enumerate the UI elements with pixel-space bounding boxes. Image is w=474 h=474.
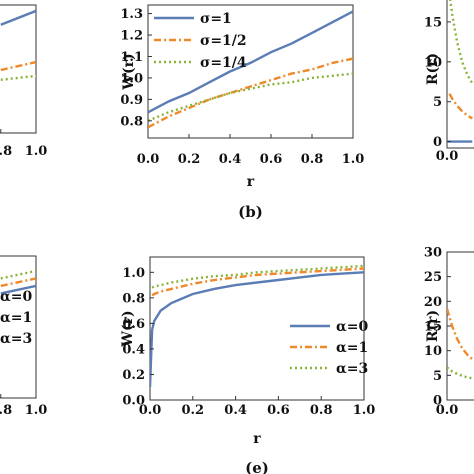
x-tick-label-e-1: 0.2: [181, 403, 204, 418]
series-line-d-0: [0, 284, 36, 295]
x-tick-label-a-1: 1.0: [25, 144, 48, 159]
series-line-e-0: [150, 271, 364, 388]
x-axis-label-e: r: [253, 431, 261, 447]
series-group-d: [0, 269, 36, 295]
series-group-b: [148, 10, 353, 129]
y-tick-label-b-5: 1.3: [120, 7, 143, 22]
y-tick-label-f-5: 25: [424, 270, 442, 285]
series-line-c-2: [449, 0, 474, 85]
y-axis-label-c: R(r): [425, 53, 441, 85]
y-tick-label-e-5: 1.0: [122, 266, 145, 281]
y-tick-label-c-3: 15: [424, 15, 442, 30]
plot-frame-c: [446, 0, 474, 149]
panel-c: 0.00 5 10 15 R(r): [424, 0, 474, 164]
y-tick-label-f-2: 10: [424, 344, 442, 359]
x-tick-label-b-5: 1.0: [342, 152, 365, 167]
legend-label-b-0: σ=1: [200, 11, 232, 27]
legend-label-e-2: α=3: [336, 361, 368, 377]
series-line-d-2: [0, 269, 36, 280]
y-tick-label-e-1: 0.2: [122, 368, 145, 383]
series-line-c-1: [448, 93, 473, 120]
series-line-d-1: [0, 277, 36, 288]
series-line-f-0: [447, 308, 474, 362]
legend-label-b-1: σ=1/2: [200, 33, 247, 49]
y-tick-label-b-1: 0.9: [120, 93, 143, 108]
legend-d: α=0 α=1 α=3: [0, 289, 33, 347]
y-tick-label-f-3: 15: [424, 320, 442, 335]
y-tick-label-f-4: 20: [424, 295, 442, 310]
y-tick-label-e-0: 0.0: [122, 394, 145, 409]
y-tick-label-f-0: 0: [433, 394, 442, 409]
plot-frame-e: [149, 256, 365, 401]
y-axis-label-e: W(r): [120, 310, 136, 347]
y-tick-label-c-1: 5: [433, 95, 442, 110]
y-tick-label-f-1: 5: [433, 369, 442, 384]
legend-label-b-2: σ=1/4: [200, 55, 247, 71]
panel-f: 0.00 5 10 15 20 25 30 R(r): [424, 246, 474, 418]
legend-label-e-1: α=1: [336, 340, 368, 356]
series-line-a-0: [0, 9, 36, 26]
x-tick-label-b-0: 0.0: [137, 152, 160, 167]
plot-frame-a: [0, 4, 37, 134]
x-tick-label-f-0: 0.0: [436, 403, 459, 418]
y-tick-label-b-3: 1.1: [120, 50, 143, 65]
series-group-e: [150, 264, 364, 388]
legend-label-d-1: α=1: [0, 310, 32, 326]
y-tick-label-c-2: 10: [424, 55, 442, 70]
plot-frame-b: [147, 4, 354, 139]
x-tick-label-b-4: 0.8: [301, 152, 324, 167]
series-line-e-2: [151, 264, 364, 289]
panel-caption-e: (e): [245, 459, 269, 474]
x-tick-label-b-2: 0.4: [219, 152, 242, 167]
legend-label-d-2: α=3: [0, 331, 32, 347]
panel-e: 0.0 0.2 0.4 0.6 0.8 1.0 0.0 0.2 0.4 0.6 0.8 1.0 W(r)…: [120, 256, 376, 474]
x-tick-label-c-0: 0.0: [436, 149, 459, 164]
legend-b: σ=1 σ=1/2 σ=1/4: [154, 11, 247, 71]
series-line-b-1: [148, 57, 353, 129]
legend-e: α=0 α=1 α=3: [290, 319, 369, 377]
x-tick-label-b-1: 0.2: [178, 152, 201, 167]
x-tick-label-e-2: 0.4: [224, 403, 247, 418]
plot-frame-d: [0, 255, 37, 399]
x-tick-label-e-4: 0.8: [310, 403, 333, 418]
y-tick-label-e-2: 0.4: [122, 342, 145, 357]
y-tick-label-b-0: 0.8: [120, 114, 143, 129]
x-tick-label-e-5: 1.0: [353, 403, 376, 418]
x-tick-label-a-0: 0.8: [0, 144, 12, 159]
y-tick-label-b-4: 1.2: [120, 29, 143, 44]
x-tick-label-e-3: 0.6: [267, 403, 290, 418]
panel-d: 0.8 1.0: [0, 255, 48, 418]
legend-label-e-0: α=0: [336, 319, 369, 335]
x-tick-label-b-3: 0.6: [260, 152, 283, 167]
panel-a: 0.8 1.0: [0, 4, 48, 159]
series-line-a-1: [0, 60, 36, 72]
series-line-b-0: [148, 10, 353, 114]
x-axis-label-b: r: [247, 174, 255, 190]
series-group-f: [447, 308, 474, 380]
series-line-a-2: [0, 74, 36, 81]
series-line-f-1: [447, 366, 474, 380]
y-axis-label-b: W(r): [121, 53, 137, 90]
y-tick-label-b-2: 1.0: [120, 71, 143, 86]
series-line-e-1: [151, 267, 364, 297]
series-group-a: [0, 9, 36, 81]
y-tick-label-e-3: 0.6: [122, 317, 145, 332]
y-axis-label-f: R(r): [425, 310, 441, 342]
x-tick-label-d-1: 1.0: [25, 403, 48, 418]
y-tick-label-f-6: 30: [424, 246, 442, 261]
panel-caption-b: (b): [238, 203, 263, 221]
series-line-b-2: [148, 72, 353, 122]
x-tick-label-e-0: 0.0: [139, 403, 162, 418]
series-group-c: [447, 0, 474, 143]
y-tick-label-c-0: 0: [433, 135, 442, 150]
panel-b: 0.0 0.2 0.4 0.6 0.8 1.0 0.8 0.9 1.0 1.1 1.2 1.3 W(r)…: [120, 4, 365, 221]
y-tick-label-e-4: 0.8: [122, 291, 145, 306]
x-tick-label-d-0: 0.8: [0, 403, 12, 418]
legend-label-d-0: α=0: [0, 289, 33, 305]
